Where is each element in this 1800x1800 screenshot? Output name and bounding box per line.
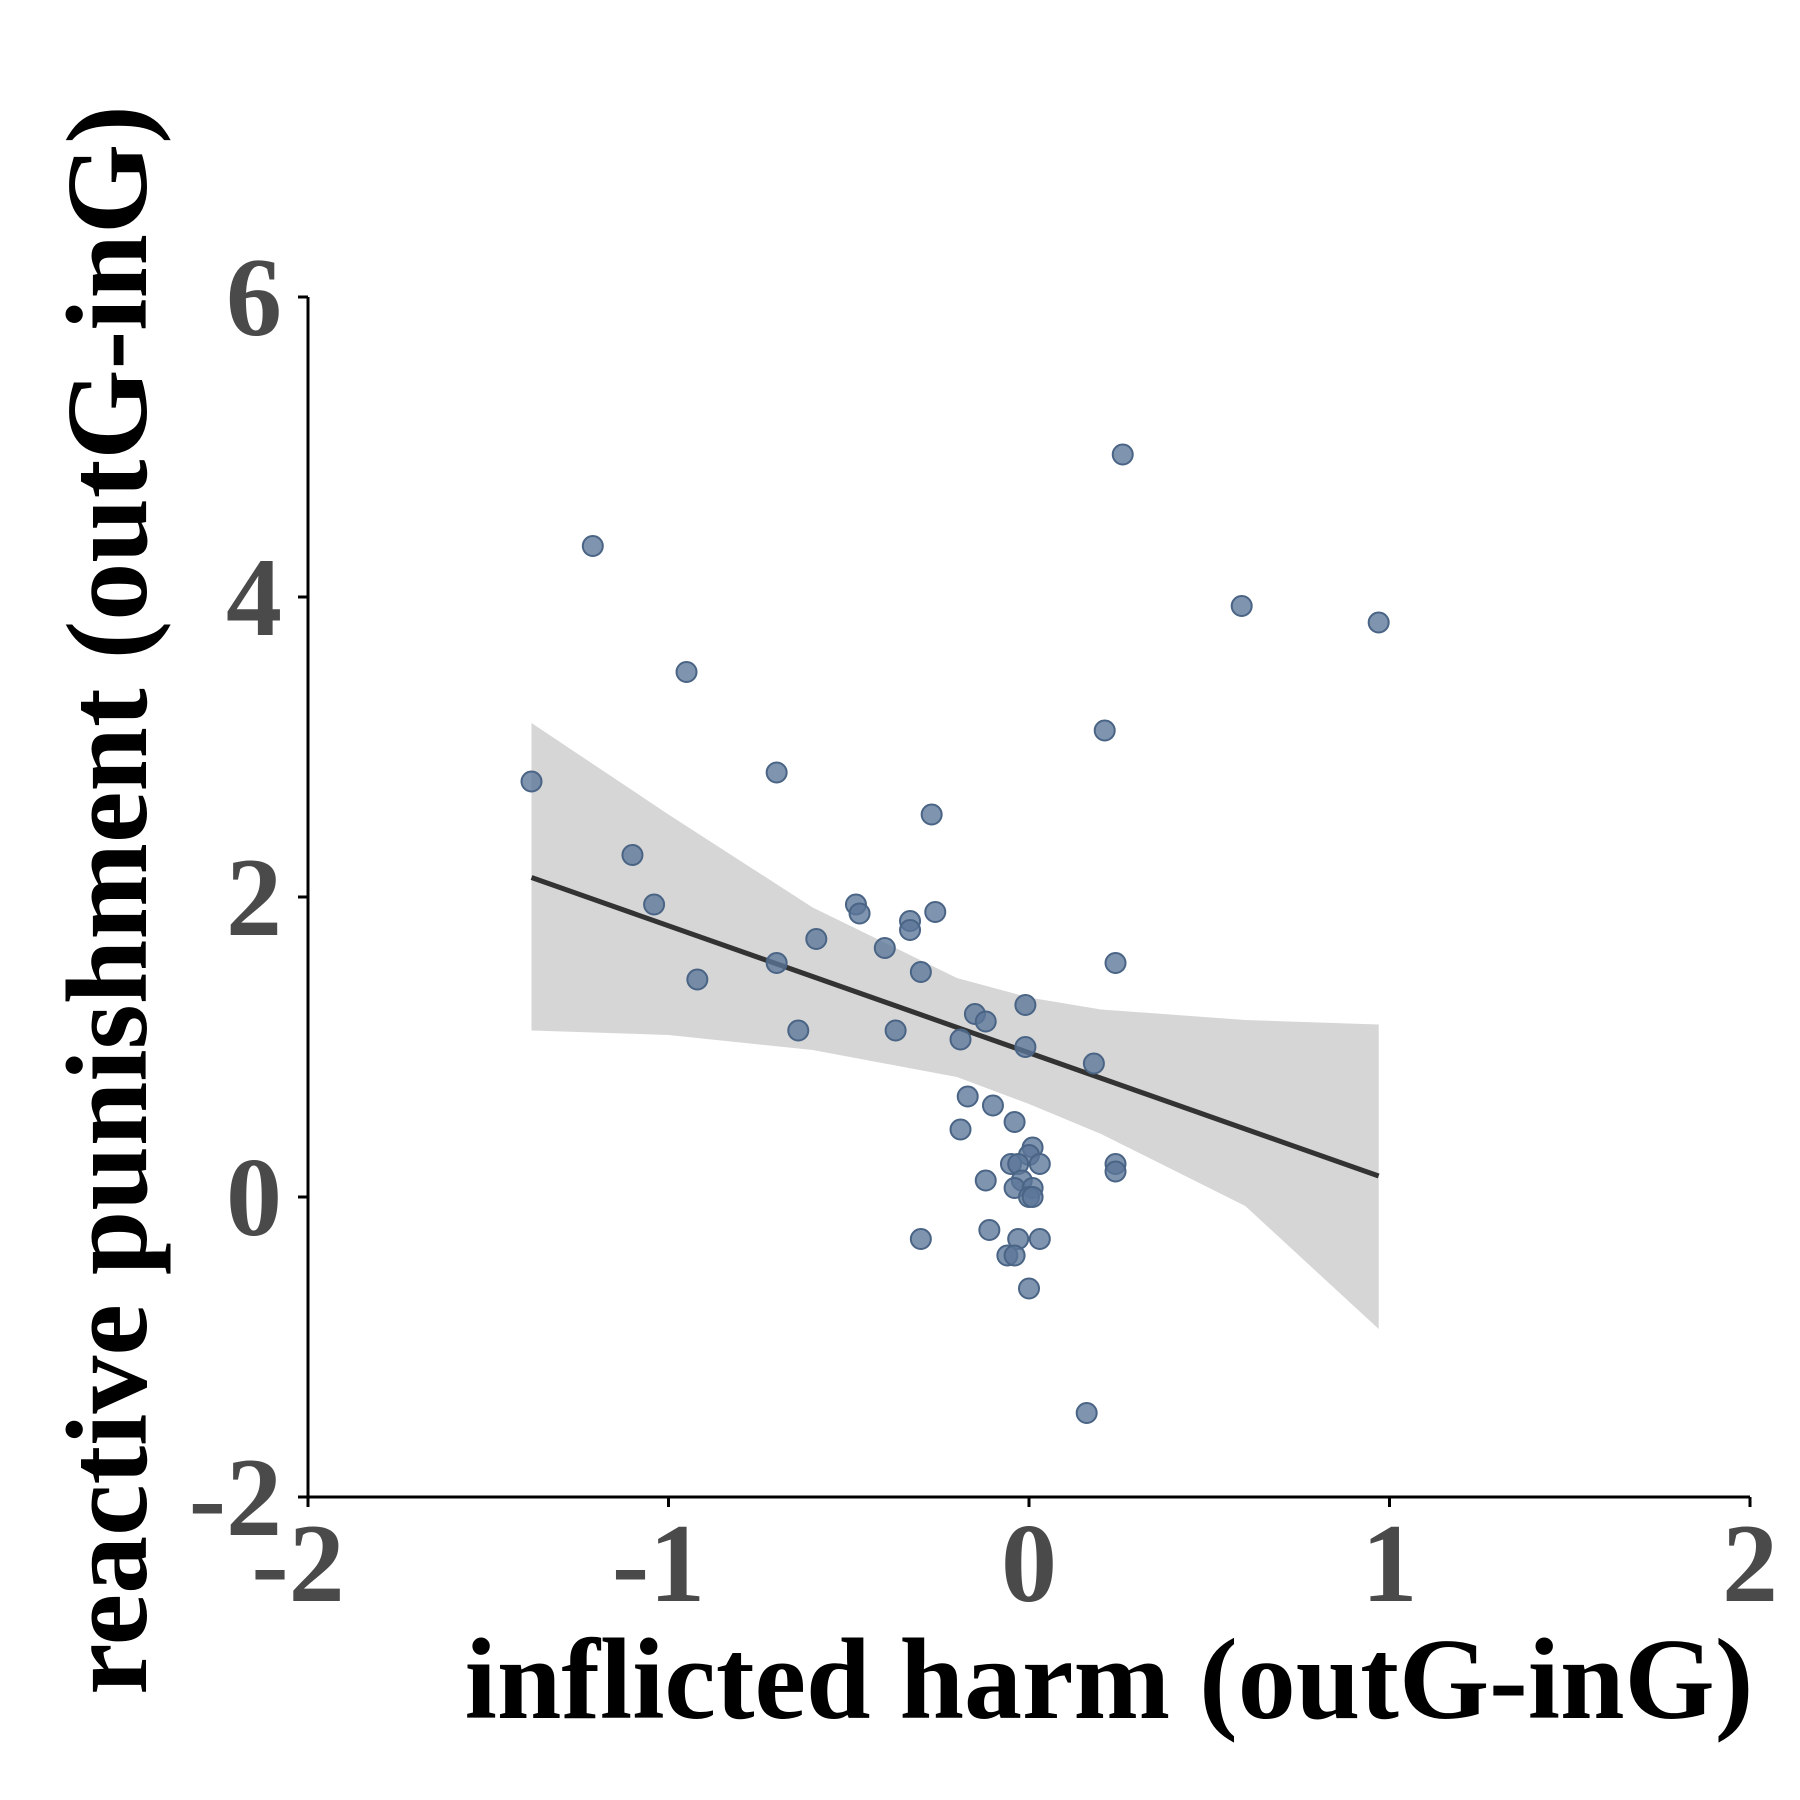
data-point-1 <box>581 535 604 557</box>
x-tick-label: 1 <box>1362 1502 1418 1626</box>
data-point-27 <box>949 1028 972 1051</box>
x-tick-label: 2 <box>1722 1502 1778 1626</box>
data-point-21 <box>686 968 709 991</box>
data-point-38 <box>1028 1153 1051 1175</box>
data-point-9 <box>621 844 644 866</box>
data-point-20 <box>909 961 932 983</box>
data-point-15 <box>899 919 922 941</box>
x-axis-title: inflicted harm (outG-inG) <box>465 1616 1754 1744</box>
data-point-29 <box>1082 1052 1105 1075</box>
data-point-52 <box>1003 1244 1026 1267</box>
data-point-41 <box>974 1169 997 1192</box>
regression-line <box>530 875 1380 1179</box>
data-point-30 <box>956 1085 979 1108</box>
data-point-10 <box>643 893 666 916</box>
x-tick-label: -1 <box>612 1502 705 1626</box>
data-point-17 <box>873 937 896 959</box>
data-point-33 <box>949 1118 972 1141</box>
data-point-48 <box>909 1228 932 1250</box>
y-tick-label: -2 <box>189 1436 282 1560</box>
y-axis-ticks: -2 0 2 4 6 <box>189 236 308 1560</box>
data-point-47 <box>978 1219 1001 1241</box>
data-point-53 <box>1018 1277 1040 1300</box>
data-point-2 <box>1230 595 1253 617</box>
data-point-18 <box>765 952 788 974</box>
y-tick-label: 6 <box>226 236 282 360</box>
y-tick-label: 0 <box>226 1136 282 1260</box>
data-point-32 <box>1003 1111 1026 1133</box>
data-points <box>520 443 1390 1424</box>
data-point-28 <box>1014 1036 1037 1058</box>
data-point-46 <box>1021 1186 1044 1208</box>
y-axis-title: reactive punishment (outG-inG) <box>44 105 172 1695</box>
y-tick-label: 4 <box>226 536 282 660</box>
x-tick-label: 0 <box>1001 1502 1057 1626</box>
data-point-0 <box>1111 443 1134 466</box>
data-point-6 <box>765 761 788 784</box>
data-point-26 <box>884 1019 907 1042</box>
data-point-16 <box>805 928 828 950</box>
data-point-54 <box>1075 1402 1098 1424</box>
data-point-12 <box>848 902 871 925</box>
data-point-19 <box>1104 952 1127 974</box>
data-point-31 <box>981 1094 1004 1117</box>
data-point-4 <box>675 661 698 683</box>
data-point-22 <box>1014 994 1037 1016</box>
x-tick-label: -2 <box>251 1502 344 1626</box>
data-point-8 <box>920 803 943 826</box>
data-point-5 <box>1093 719 1116 742</box>
y-tick-label: 2 <box>226 836 282 960</box>
data-point-25 <box>787 1019 810 1042</box>
data-point-40 <box>1104 1160 1127 1183</box>
data-point-13 <box>924 901 947 923</box>
data-point-7 <box>520 770 543 793</box>
data-point-3 <box>1367 611 1390 634</box>
data-point-24 <box>974 1010 997 1033</box>
x-axis-ticks: -2 -1 0 1 2 <box>251 1497 1778 1626</box>
data-point-50 <box>1028 1228 1051 1250</box>
